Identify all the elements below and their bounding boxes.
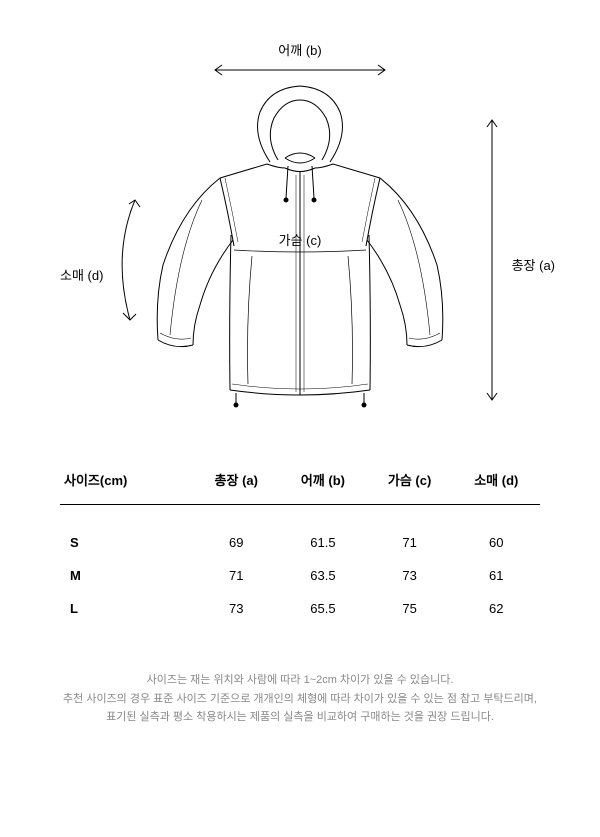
col-shoulder: 어깨 (b) [279, 470, 366, 505]
cell-size: M [60, 550, 193, 583]
cell: 63.5 [279, 550, 366, 583]
table-row: S 69 61.5 71 60 [60, 505, 540, 551]
footnote-line: 표기된 실측과 평소 착용하시는 제품의 실측을 비교하여 구매하는 것을 권장… [60, 708, 540, 727]
table-row: L 73 65.5 75 62 [60, 583, 540, 616]
cell: 73 [193, 583, 279, 616]
table-row: M 71 63.5 73 61 [60, 550, 540, 583]
cell: 73 [367, 550, 453, 583]
garment-svg [60, 40, 540, 435]
cell-size: L [60, 583, 193, 616]
garment-diagram: 어깨 (b) 가슴 (c) 소매 (d) 총장 (a) [60, 40, 540, 435]
col-size: 사이즈(cm) [60, 470, 193, 505]
size-table-area: 사이즈(cm) 총장 (a) 어깨 (b) 가슴 (c) 소매 (d) S 69… [60, 470, 540, 616]
cell: 71 [367, 505, 453, 551]
footnote-line: 사이즈는 재는 위치와 사람에 따라 1~2cm 차이가 있을 수 있습니다. [60, 671, 540, 690]
size-table: 사이즈(cm) 총장 (a) 어깨 (b) 가슴 (c) 소매 (d) S 69… [60, 470, 540, 616]
cell: 71 [193, 550, 279, 583]
col-chest: 가슴 (c) [367, 470, 453, 505]
col-sleeve: 소매 (d) [453, 470, 540, 505]
cell: 61 [453, 550, 540, 583]
footnote: 사이즈는 재는 위치와 사람에 따라 1~2cm 차이가 있을 수 있습니다. … [60, 671, 540, 727]
footnote-line: 추천 사이즈의 경우 표준 사이즈 기준으로 개개인의 체형에 따라 차이가 있… [60, 690, 540, 709]
cell: 69 [193, 505, 279, 551]
cell: 65.5 [279, 583, 366, 616]
cell-size: S [60, 505, 193, 551]
cell: 75 [367, 583, 453, 616]
col-length: 총장 (a) [193, 470, 279, 505]
cell: 61.5 [279, 505, 366, 551]
cell: 62 [453, 583, 540, 616]
size-chart-container: 어깨 (b) 가슴 (c) 소매 (d) 총장 (a) [0, 0, 600, 837]
cell: 60 [453, 505, 540, 551]
